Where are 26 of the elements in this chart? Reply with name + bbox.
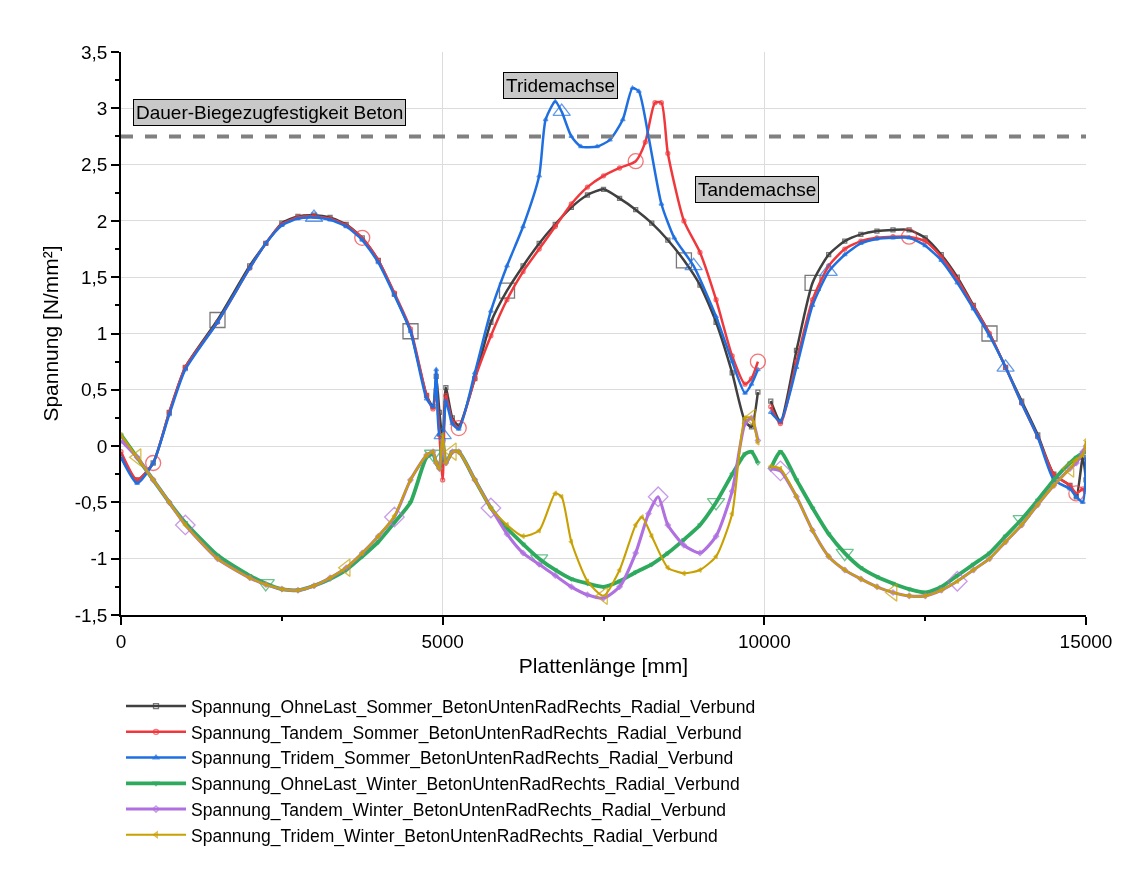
x-tick-label: 10000 — [737, 630, 791, 652]
x-tick-label: 0 — [115, 630, 127, 652]
y-tick-label: 0,5 — [81, 379, 108, 401]
y-tick-label: 1 — [96, 323, 108, 345]
annotation: Tandemachse — [698, 179, 817, 200]
y-axis-title: Spannung [N/mm²] — [39, 245, 63, 422]
annotation: Tridemachse — [506, 75, 616, 96]
x-tick-label: 5000 — [421, 630, 464, 652]
y-tick-label: -0,5 — [74, 492, 108, 514]
legend-label: Spannung_Tandem_Winter_BetonUntenRadRechts_Radial_Verbund — [191, 799, 727, 821]
x-tick-label: 15000 — [1059, 630, 1113, 652]
y-tick-label: -1 — [90, 548, 108, 570]
x-axis-title: Plattenlänge [mm] — [518, 654, 689, 678]
y-tick-label: 1,5 — [81, 266, 108, 288]
legend-label: Spannung_Tridem_Winter_BetonUntenRadRechts_Radial_Verbund — [191, 825, 718, 847]
legend-label: Spannung_Tandem_Sommer_BetonUntenRadRechts_Radial_Verbund — [191, 722, 742, 744]
legend-label: Spannung_OhneLast_Winter_BetonUntenRadRechts_Radial_Verbund — [191, 774, 740, 796]
y-tick-label: 3 — [96, 97, 108, 119]
y-tick-label: 2 — [96, 210, 108, 232]
legend-label: Spannung_OhneLast_Sommer_BetonUntenRadRechts_Radial_Verbund — [191, 696, 756, 718]
y-tick-label: 0 — [96, 435, 108, 457]
y-tick-label: 3,5 — [81, 41, 108, 63]
y-tick-label: -1,5 — [74, 604, 108, 626]
y-tick-label: 2,5 — [81, 154, 108, 176]
ref-line-label: Dauer-Biegezugfestigkeit Beton — [136, 102, 404, 123]
legend-label: Spannung_Tridem_Sommer_BetonUntenRadRechts_Radial_Verbund — [191, 748, 734, 770]
